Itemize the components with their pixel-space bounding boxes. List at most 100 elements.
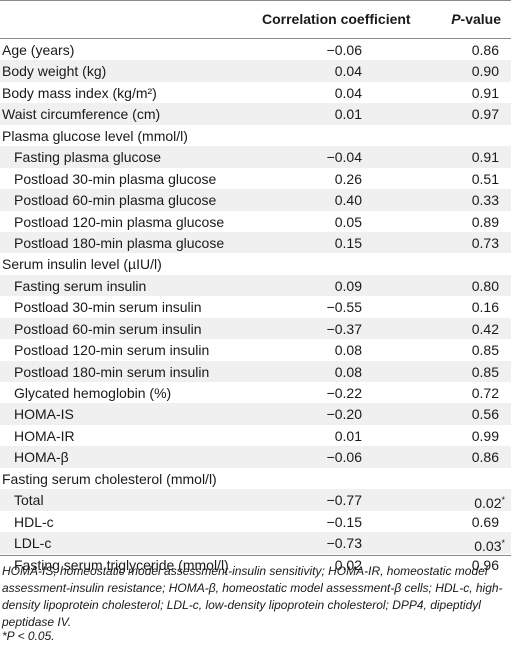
- table-row: Age (years) −0.06 0.86: [0, 39, 511, 60]
- row-label: Postload 180-min serum insulin: [14, 363, 210, 380]
- row-correlation-coefficient: −0.04: [326, 149, 362, 166]
- table-row: Postload 30-min serum insulin −0.55 0.16: [0, 296, 511, 317]
- row-label: Fasting serum insulin: [14, 277, 147, 294]
- significance-note: *P < 0.05.: [2, 629, 55, 643]
- row-label: Postload 60-min plasma glucose: [14, 192, 217, 209]
- row-p-value: 0.90: [471, 63, 499, 80]
- table-row: Postload 30-min plasma glucose 0.26 0.51: [0, 168, 511, 189]
- table-row: Waist circumference (cm) 0.01 0.97: [0, 103, 511, 125]
- table-row: Fasting serum triglyceride (mmol/l) 0.02 0…: [0, 554, 511, 575]
- table-footnote: HOMA-IS, homeostatic model assessment-in…: [2, 564, 503, 629]
- row-p-value: 0.73: [471, 234, 499, 251]
- row-p-value: 0.86: [471, 449, 499, 466]
- row-label: Postload 120-min plasma glucose: [14, 213, 225, 230]
- table-row: Serum insulin level (µIU/l): [0, 253, 511, 274]
- row-p-value: 0.03*: [474, 538, 505, 555]
- row-p-value: 0.16: [471, 299, 499, 316]
- header-correlation-coefficient: Correlation coefficient: [262, 11, 411, 27]
- row-correlation-coefficient: −0.22: [326, 385, 362, 401]
- row-correlation-coefficient: −0.15: [326, 513, 362, 530]
- correlation-table: Correlation coefficient P-value Age (yea…: [0, 0, 511, 575]
- row-p-value: 0.91: [471, 149, 499, 166]
- row-p-value: 0.72: [471, 385, 499, 401]
- row-p-value: 0.99: [471, 427, 499, 444]
- row-correlation-coefficient: 0.04: [334, 84, 362, 101]
- row-label: Waist circumference (cm): [2, 106, 161, 123]
- table-row: Glycated hemoglobin (%) −0.22 0.72: [0, 382, 511, 403]
- row-correlation-coefficient: 0.15: [334, 234, 362, 251]
- row-p-value: 0.85: [471, 342, 499, 359]
- row-correlation-coefficient: −0.20: [326, 406, 362, 423]
- row-correlation-coefficient: −0.06: [326, 449, 362, 466]
- row-p-value: 0.91: [471, 84, 499, 101]
- row-correlation-coefficient: 0.04: [334, 63, 362, 80]
- row-p-value: 0.56: [471, 406, 499, 423]
- row-label: Fasting serum cholesterol (mmol/l): [2, 470, 217, 487]
- row-label: HOMA-β: [14, 449, 69, 466]
- row-p-value: 0.42: [471, 320, 499, 337]
- row-label: HOMA-IS: [14, 406, 74, 423]
- row-correlation-coefficient: 0.01: [334, 106, 362, 123]
- significance-asterisk: *: [501, 538, 505, 549]
- row-label: Body weight (kg): [2, 63, 107, 80]
- row-correlation-coefficient: 0.01: [334, 427, 362, 444]
- row-label: LDL-c: [14, 535, 52, 552]
- row-p-value: 0.02*: [474, 495, 505, 512]
- row-label: Serum insulin level (µIU/l): [2, 256, 162, 273]
- table-row: Postload 120-min serum insulin 0.08 0.85: [0, 339, 511, 360]
- table-bottom-rule: [0, 555, 511, 556]
- row-label: Plasma glucose level (mmol/l): [2, 127, 188, 144]
- row-correlation-coefficient: 0.40: [334, 192, 362, 209]
- row-correlation-coefficient: 0.02: [334, 556, 362, 573]
- row-label: Postload 30-min plasma glucose: [14, 170, 217, 187]
- row-correlation-coefficient: 0.05: [334, 213, 362, 230]
- row-p-value: 0.69: [471, 513, 499, 530]
- row-label: Glycated hemoglobin (%): [14, 385, 172, 401]
- row-label: HOMA-IR: [14, 427, 75, 444]
- row-label: Fasting serum triglyceride (mmol/l): [14, 556, 229, 573]
- row-label: Postload 60-min serum insulin: [14, 320, 202, 337]
- row-p-value: 0.96: [471, 556, 499, 573]
- row-label: Fasting plasma glucose: [14, 149, 162, 166]
- table-row: Postload 60-min plasma glucose 0.40 0.33: [0, 189, 511, 211]
- table-row: HOMA-β −0.06 0.86: [0, 446, 511, 468]
- table-row: HOMA-IS −0.20 0.56: [0, 403, 511, 425]
- row-correlation-coefficient: −0.77: [326, 492, 362, 509]
- row-label: Postload 180-min plasma glucose: [14, 234, 225, 251]
- table-body: Age (years) −0.06 0.86 Body weight (kg) 0.04…: [0, 39, 511, 575]
- row-correlation-coefficient: 0.26: [334, 170, 362, 187]
- table-row: Postload 180-min serum insulin 0.08 0.85: [0, 360, 511, 382]
- table-row: Body mass index (kg/m²) 0.04 0.91: [0, 82, 511, 103]
- table-row: Total −0.77 0.02*: [0, 489, 511, 512]
- table-row: Fasting plasma glucose −0.04 0.91: [0, 146, 511, 168]
- table-row: Postload 60-min serum insulin −0.37 0.42: [0, 317, 511, 340]
- row-p-value: 0.86: [471, 42, 499, 58]
- table-header: Correlation coefficient P-value: [0, 0, 511, 39]
- table-row: Plasma glucose level (mmol/l): [0, 125, 511, 146]
- table-row: Fasting serum insulin 0.09 0.80: [0, 274, 511, 297]
- row-label: HDL-c: [14, 513, 54, 530]
- row-correlation-coefficient: −0.73: [326, 535, 362, 552]
- row-correlation-coefficient: −0.37: [326, 320, 362, 337]
- table-row: Postload 120-min plasma glucose 0.05 0.89: [0, 211, 511, 232]
- row-label: Age (years): [2, 42, 75, 58]
- row-p-value: 0.97: [471, 106, 499, 123]
- table-row: LDL-c −0.73 0.03*: [0, 532, 511, 555]
- row-p-value: 0.85: [471, 363, 499, 380]
- row-p-value: 0.51: [471, 170, 499, 187]
- table-row: HOMA-IR 0.01 0.99: [0, 425, 511, 446]
- row-label: Postload 120-min serum insulin: [14, 342, 210, 359]
- table-row: Body weight (kg) 0.04 0.90: [0, 60, 511, 82]
- row-correlation-coefficient: 0.08: [334, 363, 362, 380]
- row-label: Postload 30-min serum insulin: [14, 299, 202, 316]
- row-label: Body mass index (kg/m²): [2, 84, 157, 101]
- row-label: Total: [14, 492, 44, 509]
- row-p-value: 0.80: [471, 277, 499, 294]
- header-p-value: P-value: [451, 11, 501, 27]
- row-correlation-coefficient: 0.08: [334, 342, 362, 359]
- header-p-letter: P: [451, 11, 461, 27]
- table-row: HDL-c −0.15 0.69: [0, 511, 511, 532]
- row-p-value: 0.89: [471, 213, 499, 230]
- significance-asterisk: *: [501, 495, 505, 506]
- row-correlation-coefficient: −0.55: [326, 299, 362, 316]
